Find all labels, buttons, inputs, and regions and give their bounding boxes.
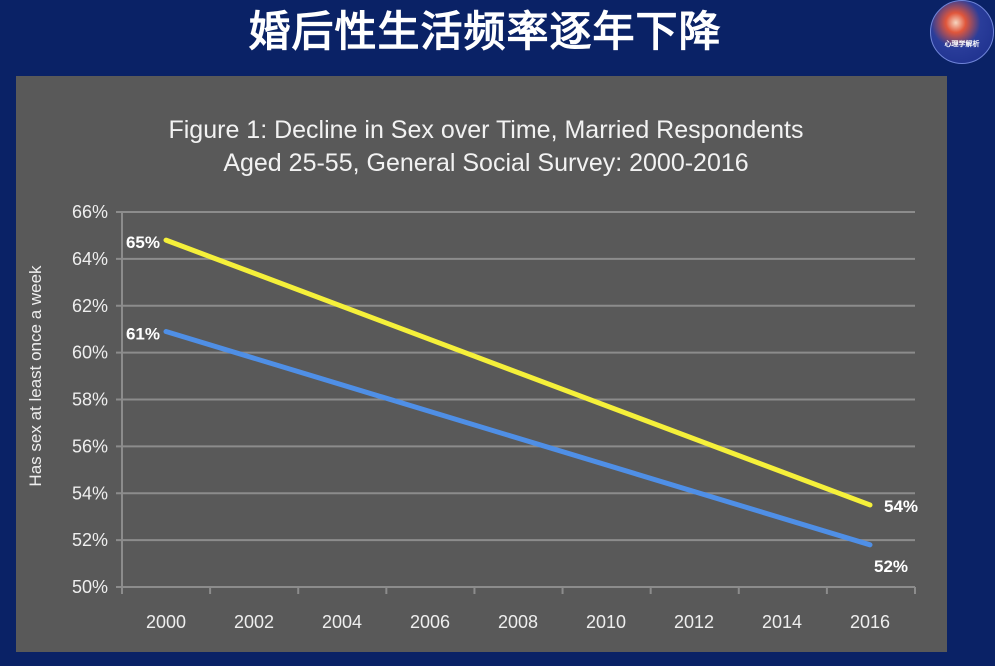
y-tick-label: 64% [72,249,108,269]
series-line [163,329,873,548]
y-tick-label: 54% [72,483,108,503]
chart-title-line-2: Aged 25-55, General Social Survey: 2000-… [223,149,749,177]
data-labels: 65% 54% 61% 52% [126,233,918,576]
y-tick-label: 52% [72,530,108,550]
logo-icon: 心理学解析 [930,0,994,64]
data-label-end: 52% [874,557,908,576]
data-label-start: 65% [126,233,160,252]
y-tick-label: 58% [72,390,108,410]
chart-panel: Figure 1: Decline in Sex over Time, Marr… [16,76,947,652]
chart-title-line-1: Figure 1: Decline in Sex over Time, Marr… [168,116,804,144]
x-tick-label: 2002 [234,612,274,632]
y-tick-label: 60% [72,343,108,363]
x-tick-label: 2006 [410,612,450,632]
series-line [163,237,873,508]
x-tick-label: 2008 [498,612,538,632]
chart-title: Figure 1: Decline in Sex over Time, Marr… [16,114,956,180]
x-tick-label: 2012 [674,612,714,632]
y-tick-label: 50% [72,577,108,597]
slide-title: 婚后性生活频率逐年下降 [248,7,722,56]
gridlines [116,211,916,594]
x-tick-label: 2010 [586,612,626,632]
data-label-end: 54% [884,497,918,516]
x-tick-label: 2004 [322,612,362,632]
y-tick-label: 56% [72,436,108,456]
data-series [163,237,873,548]
x-tick-label: 2014 [762,612,802,632]
logo-text: 心理学解析 [944,40,980,48]
line-chart: 66% 64% 62% 60% 58% 56% 54% 52% 50% 2000 2002 2004… [72,202,918,632]
x-axis-ticks: 2000 2002 2004 2006 2008 2010 2012 2014 2016 [146,612,890,632]
y-axis-ticks: 66% 64% 62% 60% 58% 56% 54% 52% 50% [72,202,108,597]
y-tick-label: 62% [72,296,108,316]
data-label-start: 61% [126,325,160,344]
x-tick-label: 2000 [146,612,186,632]
x-tick-label: 2016 [850,612,890,632]
y-tick-label: 66% [72,202,108,222]
